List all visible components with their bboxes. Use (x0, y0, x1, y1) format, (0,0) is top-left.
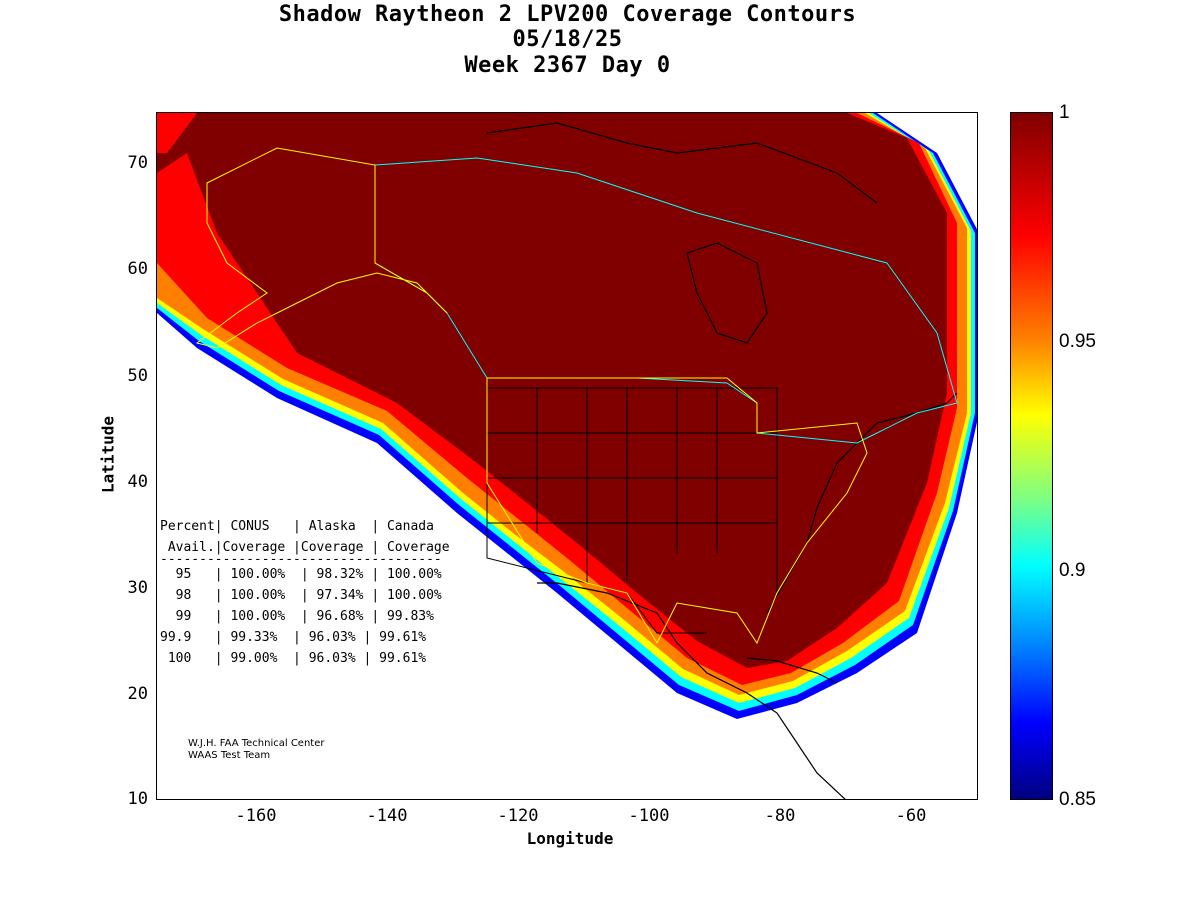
credits: W.J.H. FAA Technical Center WAAS Test Te… (188, 738, 324, 762)
colorbar-tick-0-9: 0.9 (1059, 560, 1086, 581)
us-state-borders (486, 387, 778, 634)
y-tick-10: 10 (127, 789, 148, 809)
coastlines (486, 122, 958, 799)
conus-outline (486, 377, 868, 645)
table-rule: ------------------------------------ (160, 558, 450, 564)
x-tick-minus-160: -160 (235, 806, 277, 826)
x-tick-minus-80: -80 (764, 806, 796, 826)
credits-line-2: WAAS Test Team (188, 750, 271, 761)
chart-week: Week 2367 Day 0 (464, 53, 671, 78)
coverage-table: Percent| CONUS | Alaska | Canada Avail.|… (160, 516, 450, 669)
coverage-map (157, 113, 977, 799)
coastline-north-america (537, 582, 846, 799)
hudson-bay (686, 242, 768, 344)
y-tick-50: 50 (127, 366, 148, 386)
chart-title: Shadow Raytheon 2 LPV200 Coverage Contou… (278, 2, 857, 27)
alaska-outline (195, 147, 448, 349)
y-tick-40: 40 (127, 472, 148, 492)
x-tick-minus-140: -140 (366, 806, 408, 826)
colorbar (1010, 112, 1053, 800)
y-axis-label: Latitude (98, 415, 118, 494)
coverage-contours (157, 113, 977, 719)
map-plot-area (156, 112, 978, 800)
coastline-caribbean (746, 657, 838, 684)
colorbar-tick-0-95: 0.95 (1059, 331, 1096, 352)
x-tick-minus-120: -120 (497, 806, 539, 826)
table-row: 100 | 99.00% | 96.03% | 99.61% (160, 651, 427, 666)
x-tick-minus-60: -60 (895, 806, 927, 826)
table-header-2: Avail.|Coverage |Coverage | Coverage (160, 540, 450, 555)
credits-line-1: W.J.H. FAA Technical Center (188, 738, 325, 749)
y-tick-70: 70 (127, 153, 148, 173)
x-tick-minus-100: -100 (628, 806, 670, 826)
y-tick-20: 20 (127, 684, 148, 704)
region-outlines (195, 147, 958, 645)
colorbar-tick-1: 1 (1059, 102, 1070, 123)
y-tick-60: 60 (127, 259, 148, 279)
x-axis-label: Longitude (526, 829, 614, 848)
table-row: 99.9 | 99.33% | 96.03% | 99.61% (160, 630, 427, 645)
y-tick-30: 30 (127, 578, 148, 598)
arctic-islands (486, 122, 878, 204)
table-row: 95 | 100.00% | 98.32% | 100.00% (160, 567, 442, 582)
colorbar-tick-0-85: 0.85 (1059, 789, 1096, 810)
table-header-1: Percent| CONUS | Alaska | Canada (160, 519, 434, 534)
chart-date: 05/18/25 (512, 27, 623, 52)
contour-band-full (157, 113, 947, 668)
table-row: 99 | 100.00% | 96.68% | 99.83% (160, 609, 434, 624)
table-row: 98 | 100.00% | 97.34% | 100.00% (160, 588, 442, 603)
